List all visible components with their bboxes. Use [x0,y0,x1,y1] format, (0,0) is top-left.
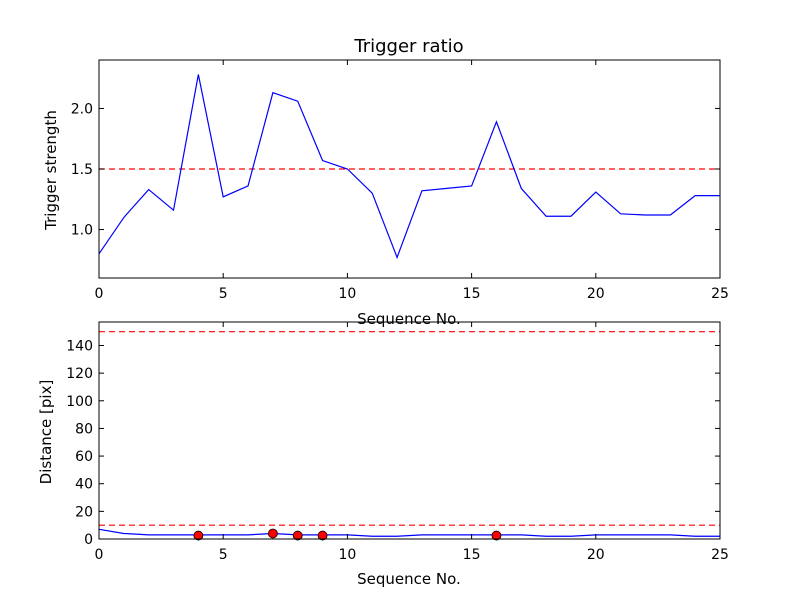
distance-chart: 0 5 10 15 20 25 0 20 40 60 80 100 120 140 Sequence N… [37,321,729,588]
y-tick-label: 1.0 [71,223,93,239]
y-axis-label: Distance [pix] [37,380,55,485]
x-tick-label: 0 [95,286,104,302]
x-axis-label: Sequence No. [357,310,461,328]
chart-title: Trigger ratio [353,36,463,57]
marker-point [267,528,278,539]
y-tick-label: 2.0 [71,101,93,117]
tick-marks [98,322,721,540]
x-axis-label: Sequence No. [357,570,461,588]
x-tick-labels: 0 5 10 15 20 25 [95,286,729,302]
x-tick-label: 0 [95,547,104,563]
x-tick-label: 5 [219,286,228,302]
x-tick-label: 20 [587,547,605,563]
x-tick-label: 10 [338,547,356,563]
series-layer [98,74,720,260]
y-tick-label: 140 [66,338,93,354]
y-tick-label: 0 [84,532,93,548]
y-tick-label: 20 [75,504,93,520]
x-tick-label: 20 [587,286,605,302]
y-tick-label: 100 [66,394,93,410]
x-tick-label: 15 [463,547,481,563]
x-tick-label: 15 [463,286,481,302]
y-tick-label: 1.5 [71,162,93,178]
plot-frame [98,321,721,540]
x-tick-label: 5 [219,547,228,563]
marker-point [292,530,303,541]
x-tick-labels: 0 5 10 15 20 25 [95,547,729,563]
y-tick-label: 80 [75,421,93,437]
y-tick-label: 120 [66,366,93,382]
y-axis-label: Trigger strength [42,110,60,231]
x-tick-label: 25 [711,286,729,302]
trigger-ratio-chart: Trigger ratio 0 5 10 15 20 25 1.0 1.5 2.0 Seque… [42,36,729,328]
x-tick-label: 10 [338,286,356,302]
threshold-lines [99,331,720,526]
y-tick-label: 40 [75,477,93,493]
tick-marks [98,60,721,278]
marker-point [193,530,204,541]
y-tick-label: 60 [75,449,93,465]
marker-point [491,530,502,541]
series-layer [98,528,720,541]
marker-point [317,530,328,541]
x-tick-label: 25 [711,547,729,563]
y-tick-labels: 0 20 40 60 80 100 120 140 [66,338,93,548]
series-line [98,74,720,260]
y-tick-labels: 1.0 1.5 2.0 [71,101,93,238]
